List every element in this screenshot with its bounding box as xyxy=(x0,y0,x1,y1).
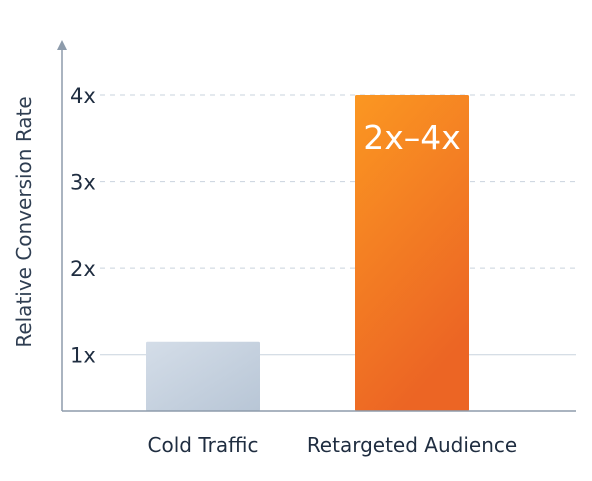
y-tick-labels: 1x 2x 3x 4x xyxy=(70,84,96,368)
y-tick-label: 3x xyxy=(70,171,96,195)
bar-data-label: 2x–4x xyxy=(363,118,461,157)
bars: 2x–4x xyxy=(146,95,469,411)
x-category-label: Cold Traffic xyxy=(148,433,259,457)
y-tick-label: 4x xyxy=(70,84,96,108)
x-category-label: Retargeted Audience xyxy=(307,433,517,457)
y-tick-label: 2x xyxy=(70,257,96,281)
bar-cold-traffic xyxy=(146,341,260,411)
bar-retargeted-audience xyxy=(355,95,469,411)
y-axis-label: Relative Conversion Rate xyxy=(12,96,36,347)
y-tick-label: 1x xyxy=(70,344,96,368)
category-labels: Cold Traffic Retargeted Audience xyxy=(148,433,518,457)
axes xyxy=(57,40,576,412)
gridlines xyxy=(100,94,576,356)
y-axis-arrow-icon xyxy=(57,40,67,50)
